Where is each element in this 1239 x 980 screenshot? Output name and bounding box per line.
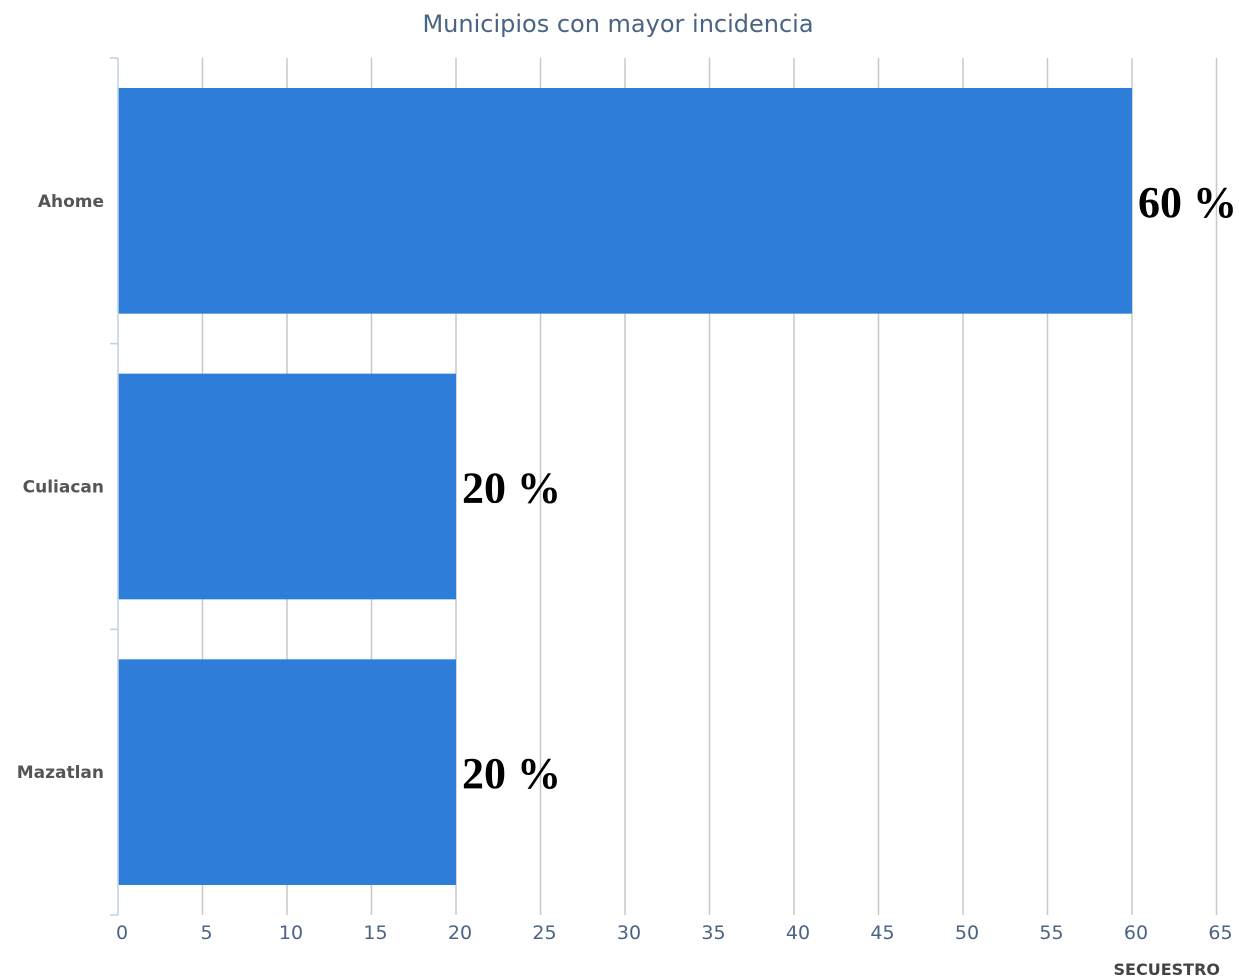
chart-title: Municipios con mayor incidencia: [422, 10, 813, 38]
x-tick-label: 55: [1039, 922, 1063, 944]
bars: [118, 87, 1132, 886]
x-tick-label: 25: [532, 922, 556, 944]
x-tick-label: 5: [200, 922, 212, 944]
x-tick-label: 50: [955, 922, 979, 944]
category-label: Mazatlan: [17, 763, 104, 783]
bar: [118, 87, 1132, 314]
x-tick-label: 15: [363, 922, 387, 944]
x-tick-label: 65: [1208, 922, 1232, 944]
x-tick-label: 30: [617, 922, 641, 944]
x-tick-label: 45: [870, 922, 894, 944]
bar: [118, 659, 456, 886]
data-label: 20 %: [462, 749, 561, 798]
data-label: 60 %: [1138, 178, 1237, 227]
x-tick-label: 60: [1124, 922, 1148, 944]
x-tick-label: 40: [786, 922, 810, 944]
x-tick-labels: 0 5 10 15 20 25 30 35 40 45 50 55 60 65: [116, 922, 1233, 944]
axes: [110, 57, 119, 916]
category-labels: Ahome Culiacan Mazatlan: [17, 192, 104, 783]
x-tick-label: 10: [279, 922, 303, 944]
category-label: Culiacan: [23, 478, 104, 498]
data-labels: 60 % 20 % 20 %: [462, 178, 1237, 798]
x-axis-title: SECUESTRO: [1114, 960, 1220, 979]
x-tick-label: 35: [701, 922, 725, 944]
bar: [118, 373, 456, 600]
category-label: Ahome: [38, 192, 104, 212]
data-label: 20 %: [462, 464, 561, 513]
x-tick-label: 20: [448, 922, 472, 944]
x-tick-label: 0: [116, 922, 128, 944]
